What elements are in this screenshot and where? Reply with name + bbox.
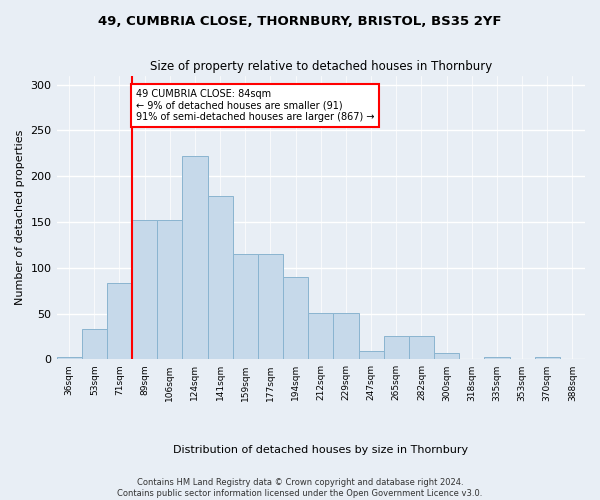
Text: Contains HM Land Registry data © Crown copyright and database right 2024.
Contai: Contains HM Land Registry data © Crown c…	[118, 478, 482, 498]
Title: Size of property relative to detached houses in Thornbury: Size of property relative to detached ho…	[149, 60, 492, 73]
Bar	[484, 356, 509, 360]
Bar	[157, 220, 182, 360]
Bar	[334, 312, 359, 360]
X-axis label: Distribution of detached houses by size in Thornbury: Distribution of detached houses by size …	[173, 445, 469, 455]
Text: 49, CUMBRIA CLOSE, THORNBURY, BRISTOL, BS35 2YF: 49, CUMBRIA CLOSE, THORNBURY, BRISTOL, B…	[98, 15, 502, 28]
Bar	[132, 220, 157, 360]
Bar	[82, 329, 107, 360]
Bar	[383, 336, 409, 359]
Bar	[434, 353, 459, 360]
Bar	[283, 277, 308, 359]
Y-axis label: Number of detached properties: Number of detached properties	[15, 130, 25, 305]
Bar	[208, 196, 233, 360]
Bar	[258, 254, 283, 360]
Bar	[308, 312, 334, 360]
Bar	[182, 156, 208, 360]
Bar	[409, 336, 434, 359]
Bar	[535, 356, 560, 360]
Bar	[56, 356, 82, 360]
Text: 49 CUMBRIA CLOSE: 84sqm
← 9% of detached houses are smaller (91)
91% of semi-det: 49 CUMBRIA CLOSE: 84sqm ← 9% of detached…	[136, 90, 374, 122]
Bar	[233, 254, 258, 360]
Bar	[359, 351, 383, 360]
Bar	[107, 284, 132, 360]
